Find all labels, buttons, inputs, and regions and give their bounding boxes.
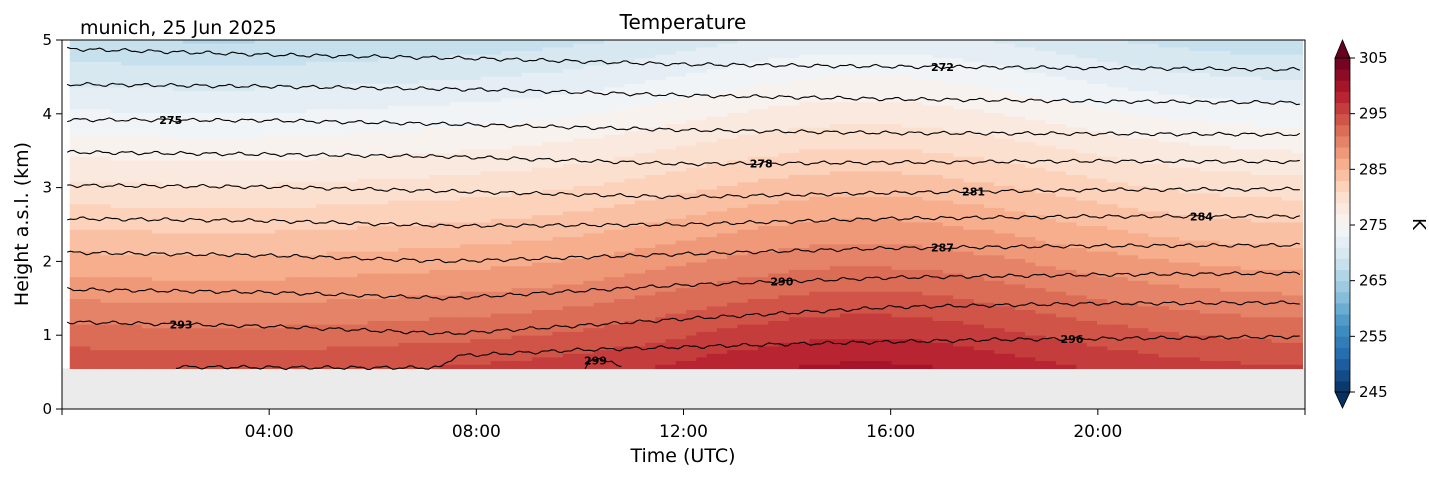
y-tick-label: 0 — [42, 400, 52, 418]
colorbar-tick-label: 265 — [1359, 272, 1388, 290]
y-tick-label: 3 — [42, 179, 52, 197]
x-tick-label: 12:00 — [659, 422, 708, 442]
colorbar-tick-label: 255 — [1359, 327, 1388, 345]
colorbar-label: K — [1408, 218, 1429, 231]
x-tick-label: 20:00 — [1073, 422, 1122, 442]
colorbar-tick-label: 305 — [1359, 49, 1388, 67]
colorbar-segment — [1335, 236, 1350, 248]
colorbar-segment — [1335, 58, 1350, 70]
axes: 04:00 08:00 12:00 16:00 20:00 0 1 2 3 4 5 — [42, 31, 1306, 442]
isotherm-line — [66, 300, 1300, 336]
isotherm-contours: 272 275 278 281 284 287 290 293 296 299 — [66, 46, 1301, 371]
colorbar-segment — [1335, 247, 1350, 259]
colorbar-segment — [1335, 202, 1350, 215]
colorbar-segment — [1335, 258, 1350, 271]
colorbar-segment — [1335, 347, 1350, 360]
no-data-region — [62, 368, 1305, 409]
x-tick-label: 16:00 — [866, 422, 915, 442]
isotherm-line — [584, 358, 622, 370]
location-date-label: munich, 25 Jun 2025 — [80, 17, 277, 39]
isotherm-label: 278 — [750, 157, 773, 170]
isotherm-line — [66, 149, 1300, 167]
isotherm-label: 287 — [931, 242, 954, 255]
colorbar-tick-label: 295 — [1359, 105, 1388, 123]
isotherm-label: 296 — [1060, 333, 1083, 346]
colorbar-segment — [1335, 358, 1350, 371]
isotherm-line — [67, 213, 1300, 229]
colorbar-segment — [1335, 291, 1350, 304]
isotherm-label: 275 — [159, 114, 182, 127]
colorbar-segment — [1335, 147, 1350, 159]
colorbar-segment — [1335, 91, 1350, 104]
isotherm-line — [66, 82, 1300, 106]
colorbar-segment — [1335, 135, 1350, 148]
colorbar-segment — [1335, 158, 1350, 170]
colorbar-segment — [1335, 80, 1350, 92]
isotherm-label: 293 — [170, 318, 193, 331]
isotherm-label: 272 — [931, 61, 954, 74]
colorbar-segment — [1335, 269, 1350, 282]
x-tick-label: 04:00 — [245, 422, 294, 442]
colorbar-segment — [1335, 280, 1350, 293]
colorbar-segment — [1335, 336, 1350, 348]
y-tick-label: 4 — [42, 105, 52, 123]
colorbar-segment — [1335, 69, 1350, 81]
isotherm-line — [175, 334, 1300, 371]
colorbar-max-extend — [1334, 38, 1351, 59]
isotherm-label: 299 — [584, 354, 607, 367]
y-tick-label: 1 — [42, 326, 52, 344]
y-tick-label: 5 — [42, 31, 52, 49]
chart-title: Temperature — [619, 10, 747, 34]
isotherm-line — [66, 271, 1301, 301]
x-tick-label: 08:00 — [452, 422, 501, 442]
isotherm-line — [67, 46, 1300, 72]
colorbar-tick-label: 285 — [1359, 160, 1388, 178]
x-axis-label: Time (UTC) — [629, 445, 735, 467]
colorbar-segment — [1335, 113, 1350, 126]
temperature-field — [69, 40, 1304, 370]
colorbar: 245 255 265 275 285 295 305 — [1334, 38, 1388, 409]
colorbar-segment — [1335, 169, 1350, 181]
colorbar-segment — [1335, 314, 1350, 326]
isotherm-label: 284 — [1190, 210, 1213, 223]
colorbar-tick-label: 275 — [1359, 216, 1388, 234]
colorbar-segment — [1335, 102, 1350, 115]
isotherm-label: 281 — [962, 186, 985, 199]
isotherm-line — [67, 183, 1300, 200]
colorbar-segment — [1335, 124, 1350, 137]
colorbar-segment — [1335, 380, 1350, 393]
colorbar-segment — [1335, 325, 1350, 337]
colorbar-segment — [1335, 225, 1350, 237]
colorbar-segment — [1335, 191, 1350, 204]
isotherm-label: 290 — [770, 276, 793, 289]
colorbar-min-extend — [1334, 391, 1351, 409]
isotherm-line — [67, 117, 1301, 137]
colorbar-segment — [1335, 213, 1350, 226]
colorbar-segment — [1335, 180, 1350, 193]
y-tick-label: 2 — [42, 252, 52, 270]
isotherm-line — [67, 242, 1300, 264]
colorbar-segment — [1335, 302, 1350, 315]
colorbar-segment — [1335, 369, 1350, 382]
colorbar-tick-label: 245 — [1359, 383, 1388, 401]
y-axis-label: Height a.s.l. (km) — [11, 142, 33, 306]
